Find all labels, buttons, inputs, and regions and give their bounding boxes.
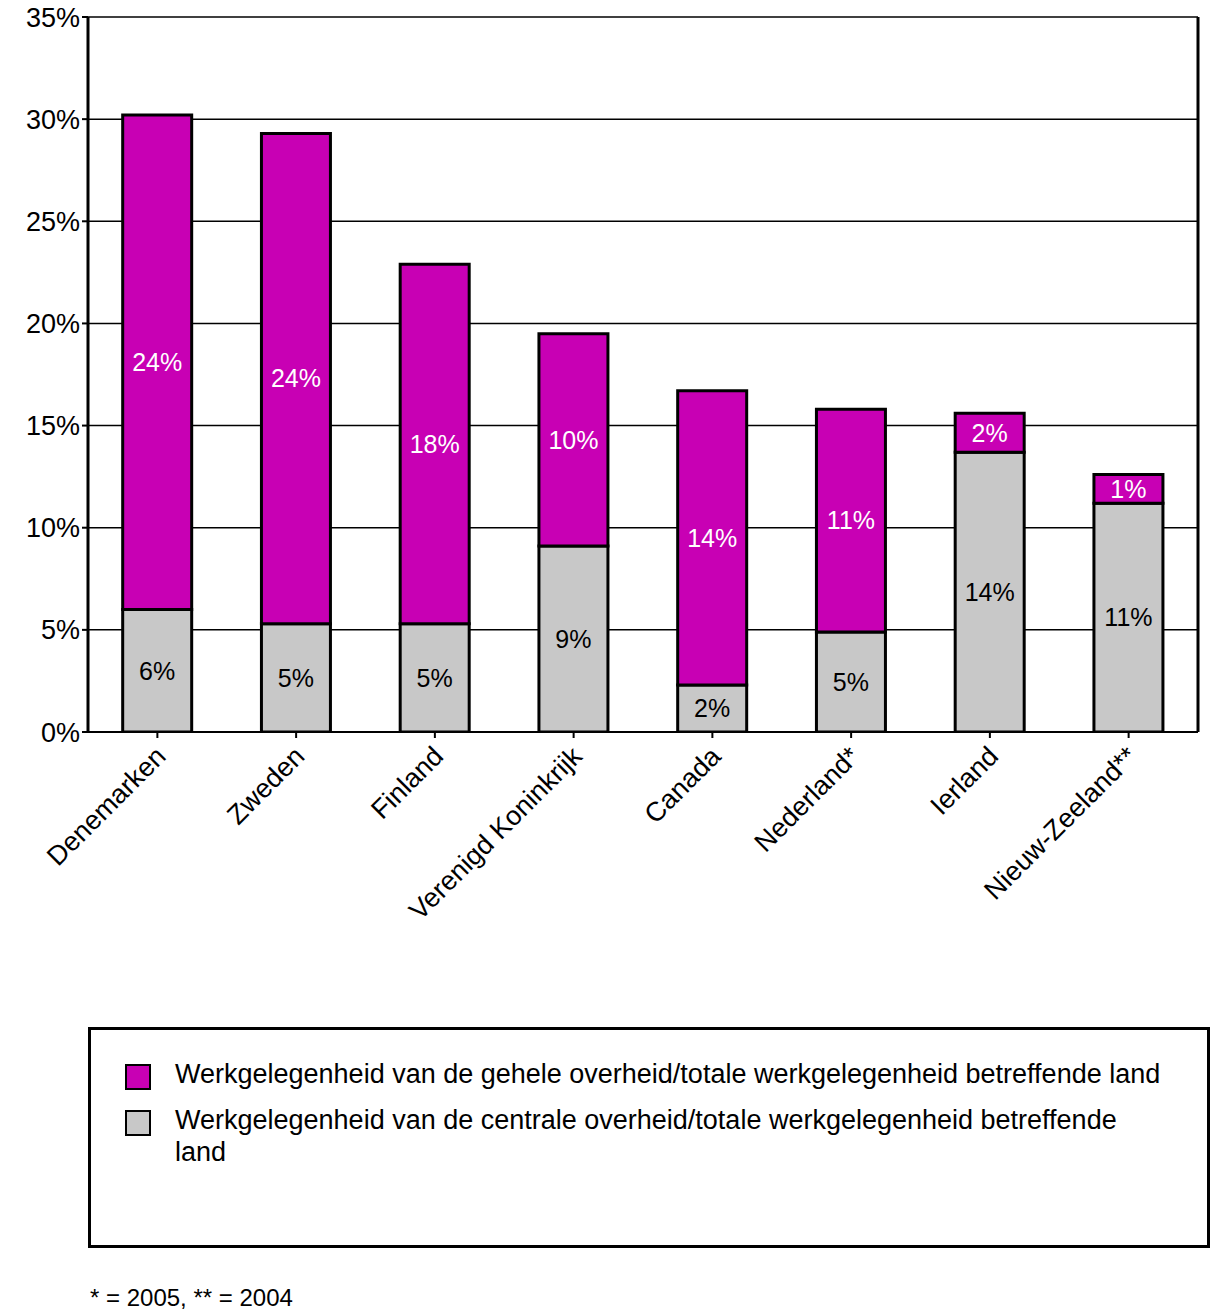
svg-text:11%: 11% — [827, 506, 875, 534]
svg-text:6%: 6% — [139, 657, 175, 685]
svg-text:14%: 14% — [687, 524, 737, 552]
svg-text:Ierland: Ierland — [925, 741, 1005, 821]
svg-text:Denemarken: Denemarken — [41, 741, 172, 872]
svg-text:25%: 25% — [26, 207, 80, 237]
svg-text:11%: 11% — [1104, 603, 1152, 631]
svg-text:Nieuw-Zeeland**: Nieuw-Zeeland** — [978, 741, 1143, 906]
svg-text:5%: 5% — [417, 664, 453, 692]
html-text:* = 2005, ** = 2004: * = 2005, ** = 2004 — [90, 1284, 293, 1311]
svg-text:20%: 20% — [26, 309, 80, 339]
svg-text:18%: 18% — [410, 430, 460, 458]
svg-text:Nederland*: Nederland* — [749, 741, 866, 858]
svg-text:10%: 10% — [548, 426, 598, 454]
svg-text:Canada: Canada — [639, 740, 728, 829]
svg-text:24%: 24% — [132, 348, 182, 376]
svg-text:5%: 5% — [41, 615, 80, 645]
svg-text:2%: 2% — [694, 694, 730, 722]
svg-text:2%: 2% — [972, 419, 1008, 447]
svg-text:9%: 9% — [555, 625, 591, 653]
svg-text:0%: 0% — [41, 718, 80, 748]
svg-text:24%: 24% — [271, 364, 321, 392]
svg-text:1%: 1% — [1110, 475, 1146, 503]
svg-text:5%: 5% — [278, 664, 314, 692]
svg-text:Zweden: Zweden — [221, 741, 310, 830]
svg-text:Verenigd Koninkrijk: Verenigd Koninkrijk — [403, 741, 588, 926]
svg-text:15%: 15% — [26, 411, 80, 441]
svg-text:10%: 10% — [26, 513, 80, 543]
html-text:Werkgelegenheid van de central: Werkgelegenheid van de centrale overheid… — [175, 1105, 1117, 1167]
svg-text:14%: 14% — [965, 578, 1015, 606]
svg-text:35%: 35% — [26, 8, 80, 33]
svg-text:Finland: Finland — [365, 741, 449, 825]
html-text:Werkgelegenheid van de gehele: Werkgelegenheid van de gehele overheid/t… — [175, 1059, 1161, 1089]
svg-text:5%: 5% — [833, 668, 869, 696]
svg-text:30%: 30% — [26, 105, 80, 135]
